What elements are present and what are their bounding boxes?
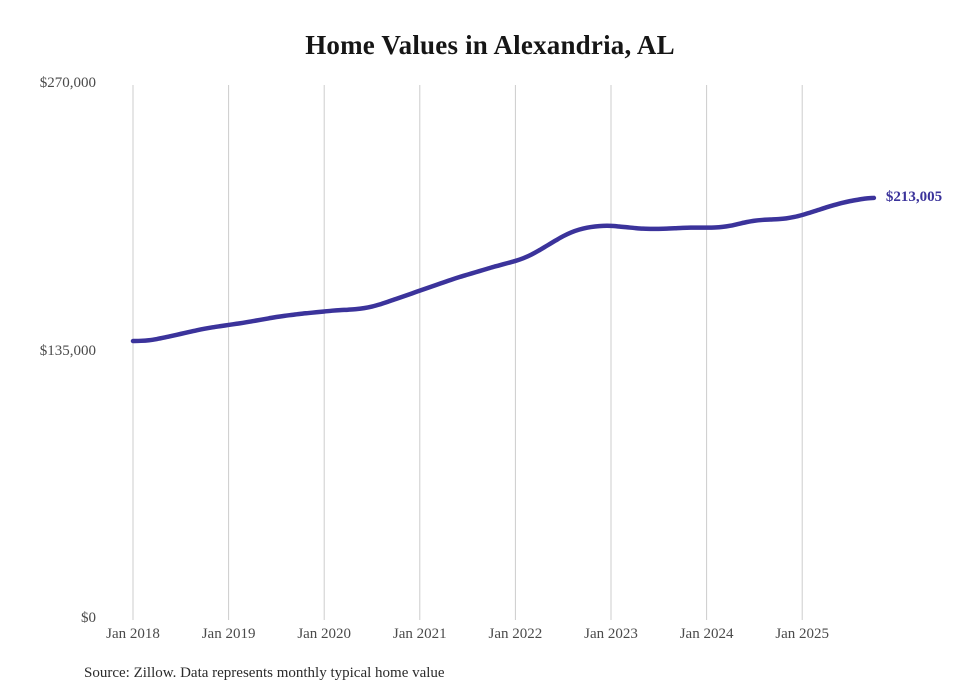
y-tick-1: $135,000 (39, 342, 96, 359)
x-tick-jan-2023: Jan 2023 (584, 626, 638, 642)
x-tick-jan-2024: Jan 2024 (679, 626, 734, 642)
end-value-label: $213,005 (885, 188, 943, 205)
x-tick-jan-2018: Jan 2018 (106, 626, 160, 642)
chart-title: Home Values in Alexandria, AL (305, 30, 675, 60)
x-tick-jan-2019: Jan 2019 (201, 626, 256, 642)
x-tick-jan-2025: Jan 2025 (775, 626, 830, 642)
source-note: Source: Zillow. Data represents monthly … (84, 665, 445, 681)
x-tick-jan-2021: Jan 2021 (392, 626, 447, 642)
x-tick-jan-2020: Jan 2020 (297, 626, 352, 642)
home-value-line (130, 195, 877, 344)
x-gridlines (132, 85, 803, 620)
y-tick-2: $0 (81, 610, 96, 626)
y-tick-0: $270,000 (39, 75, 96, 91)
x-tick-jan-2022: Jan 2022 (488, 626, 543, 642)
